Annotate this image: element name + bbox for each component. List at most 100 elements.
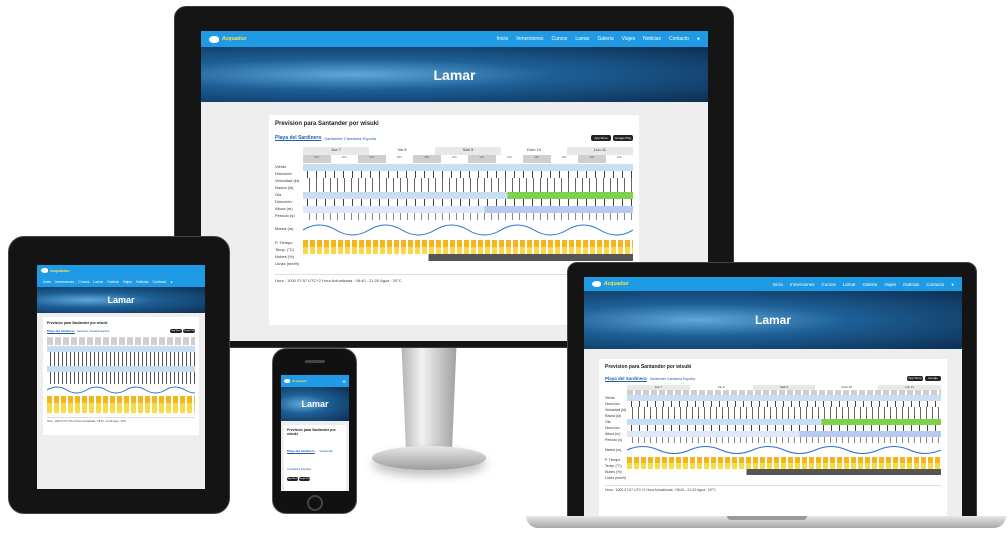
- place-link[interactable]: Playa del Sardinero: [287, 449, 315, 453]
- logo-text: Acquaduo: [222, 36, 247, 42]
- wind-row: [627, 395, 941, 401]
- phone-home-button[interactable]: [307, 495, 323, 511]
- nav-item-lamar[interactable]: Lamar: [93, 279, 104, 284]
- temperature-row: [47, 403, 195, 413]
- row-label: Viento: [605, 396, 615, 400]
- google-play-button[interactable]: Google Play: [299, 477, 310, 481]
- logo-text: Acquaduo: [50, 268, 70, 273]
- nav-item-lamar[interactable]: Lamar: [575, 36, 590, 42]
- user-icon[interactable]: ●: [170, 279, 173, 284]
- forecast-widget: Prevision para Santander por wisuki Play…: [599, 359, 947, 517]
- row-label: Velocidad (kt): [275, 178, 300, 183]
- hour-label: 18h: [561, 155, 567, 159]
- app-store-button[interactable]: App Store: [170, 329, 182, 333]
- nav-item-noticias[interactable]: Noticias: [903, 281, 920, 287]
- nav-item-galeria[interactable]: Galeria: [107, 279, 119, 284]
- nav-item-galeria[interactable]: Galeria: [862, 281, 878, 287]
- hero-banner: Lamar: [281, 387, 349, 421]
- hour-label: 14h: [506, 155, 512, 159]
- nav-item-cursos[interactable]: Cursos: [821, 281, 836, 287]
- nav-item-galeria[interactable]: Galeria: [597, 36, 614, 42]
- day-label: Vie 8: [397, 147, 407, 152]
- wave-row: [47, 366, 195, 372]
- clouds-row: [303, 254, 633, 261]
- nav-item-viajes[interactable]: Viajes: [884, 281, 897, 287]
- hour-label: 02h: [341, 155, 347, 159]
- hour-label: 22h: [616, 155, 622, 159]
- row-label: Temp. (°C): [275, 247, 295, 252]
- user-icon[interactable]: ●: [696, 36, 700, 42]
- hour-label: 00h: [303, 155, 331, 163]
- row-labels: Viento Dirección Velocidad (kt) Racha (k…: [605, 385, 627, 481]
- nav-item-inicio[interactable]: Inicio: [496, 36, 509, 42]
- widget-title: Prevision para Santander por wisuki: [605, 364, 692, 370]
- nav-menu: Inicio Inmersiones Cursos Lamar Galeria …: [43, 276, 173, 287]
- row-label: Ola: [275, 192, 282, 197]
- nav-item-cursos[interactable]: Cursos: [551, 36, 568, 42]
- app-store-button[interactable]: App Store: [907, 376, 923, 381]
- hour-label: 12h: [468, 155, 496, 163]
- user-icon[interactable]: ●: [951, 281, 954, 287]
- wave-rows: [47, 372, 195, 384]
- region-label: Santander Cantabria España: [76, 329, 110, 333]
- site-logo[interactable]: Acquaduo: [41, 265, 201, 276]
- hour-label: 06h: [396, 155, 402, 159]
- nav-item-inmersiones[interactable]: Inmersiones: [55, 279, 75, 284]
- tablet-screen: Acquaduo Inicio Inmersiones Cursos Lamar…: [37, 265, 205, 489]
- day-label: Jue 7: [627, 385, 690, 390]
- wind-rows: [47, 352, 195, 366]
- place-link[interactable]: Playa del Sardinero: [605, 376, 647, 381]
- google-play-button[interactable]: Google Play: [925, 376, 941, 385]
- day-header: Jue 7 Vie 8 Sáb 9 Dom 10 Lun 11: [303, 147, 633, 155]
- site-logo[interactable]: Acquaduo: [284, 379, 307, 383]
- site-logo[interactable]: Acquaduo: [209, 35, 247, 43]
- day-label: Lun 11: [567, 147, 633, 155]
- nav-item-inicio[interactable]: Inicio: [43, 279, 52, 284]
- forecast-grid: Jue 7 Vie 8 Sáb 9 Dom 10 Lun 11: [627, 385, 941, 481]
- nav-item-inicio[interactable]: Inicio: [772, 281, 783, 287]
- logo-text: Acquaduo: [292, 379, 307, 383]
- google-play-button[interactable]: Google Play: [183, 329, 195, 333]
- wave-direction-row: [303, 199, 633, 206]
- nav-item-contacto[interactable]: Contacto: [152, 279, 167, 284]
- row-label: Marea (m): [605, 448, 622, 452]
- app-store-button[interactable]: App Store: [591, 135, 611, 141]
- hero-title: Lamar: [301, 399, 329, 409]
- nav-item-contacto[interactable]: Contacto: [926, 281, 945, 287]
- google-play-button[interactable]: Google Play: [613, 135, 633, 141]
- clouds-row: [627, 469, 941, 475]
- nav-item-inmersiones[interactable]: Inmersiones: [516, 36, 544, 42]
- gust-row: [627, 413, 941, 419]
- desktop-monitor: Acquaduo Inicio Inmersiones Cursos Lamar…: [174, 6, 734, 348]
- nav-item-viajes[interactable]: Viajes: [621, 36, 636, 42]
- hamburger-menu-icon[interactable]: ☰: [342, 378, 346, 384]
- forecast-grid: Jue 7 Vie 8 Sáb 9 Dom 10 Lun 11 00h 02h …: [303, 147, 633, 268]
- row-label: Temp. (°C): [605, 464, 622, 468]
- row-label: Lluvia (mm/h): [275, 261, 300, 266]
- row-label: P. Tiempo: [605, 458, 621, 462]
- nav-item-lamar[interactable]: Lamar: [842, 281, 856, 287]
- nav-item-viajes[interactable]: Viajes: [122, 279, 133, 284]
- tide-curve: [627, 446, 941, 454]
- wave-row: [627, 419, 941, 425]
- row-label: Marea (m): [275, 226, 294, 231]
- hero-banner: Lamar: [584, 291, 962, 349]
- nav-item-noticias[interactable]: Noticias: [643, 36, 661, 42]
- hour-label: 08h: [413, 155, 441, 163]
- phone-device: Acquaduo ☰ Lamar Prevision para Santande…: [272, 348, 357, 514]
- day-label: Dom 10: [841, 385, 853, 389]
- row-label: Periodo (s): [275, 213, 295, 218]
- widget-footer: Hora : 1000 07:57 UTC+2 Hora Actualizada…: [605, 485, 941, 492]
- nav-item-contacto[interactable]: Contacto: [668, 36, 689, 42]
- site-logo[interactable]: Acquaduo: [592, 281, 628, 287]
- tide-curve: [47, 386, 195, 394]
- nav-item-inmersiones[interactable]: Inmersiones: [790, 281, 815, 287]
- widget-footer: Hora : 1000 07:57 UTC+2 Hora Actualizada…: [47, 417, 195, 423]
- place-link[interactable]: Playa del Sardinero: [47, 329, 75, 333]
- place-link[interactable]: Playa del Sardinero: [275, 135, 322, 141]
- nav-item-cursos[interactable]: Cursos: [78, 279, 90, 284]
- monitor-base: [372, 446, 486, 470]
- wind-row: [47, 346, 195, 352]
- app-store-button[interactable]: App Store: [287, 477, 298, 481]
- nav-item-noticias[interactable]: Noticias: [136, 279, 149, 284]
